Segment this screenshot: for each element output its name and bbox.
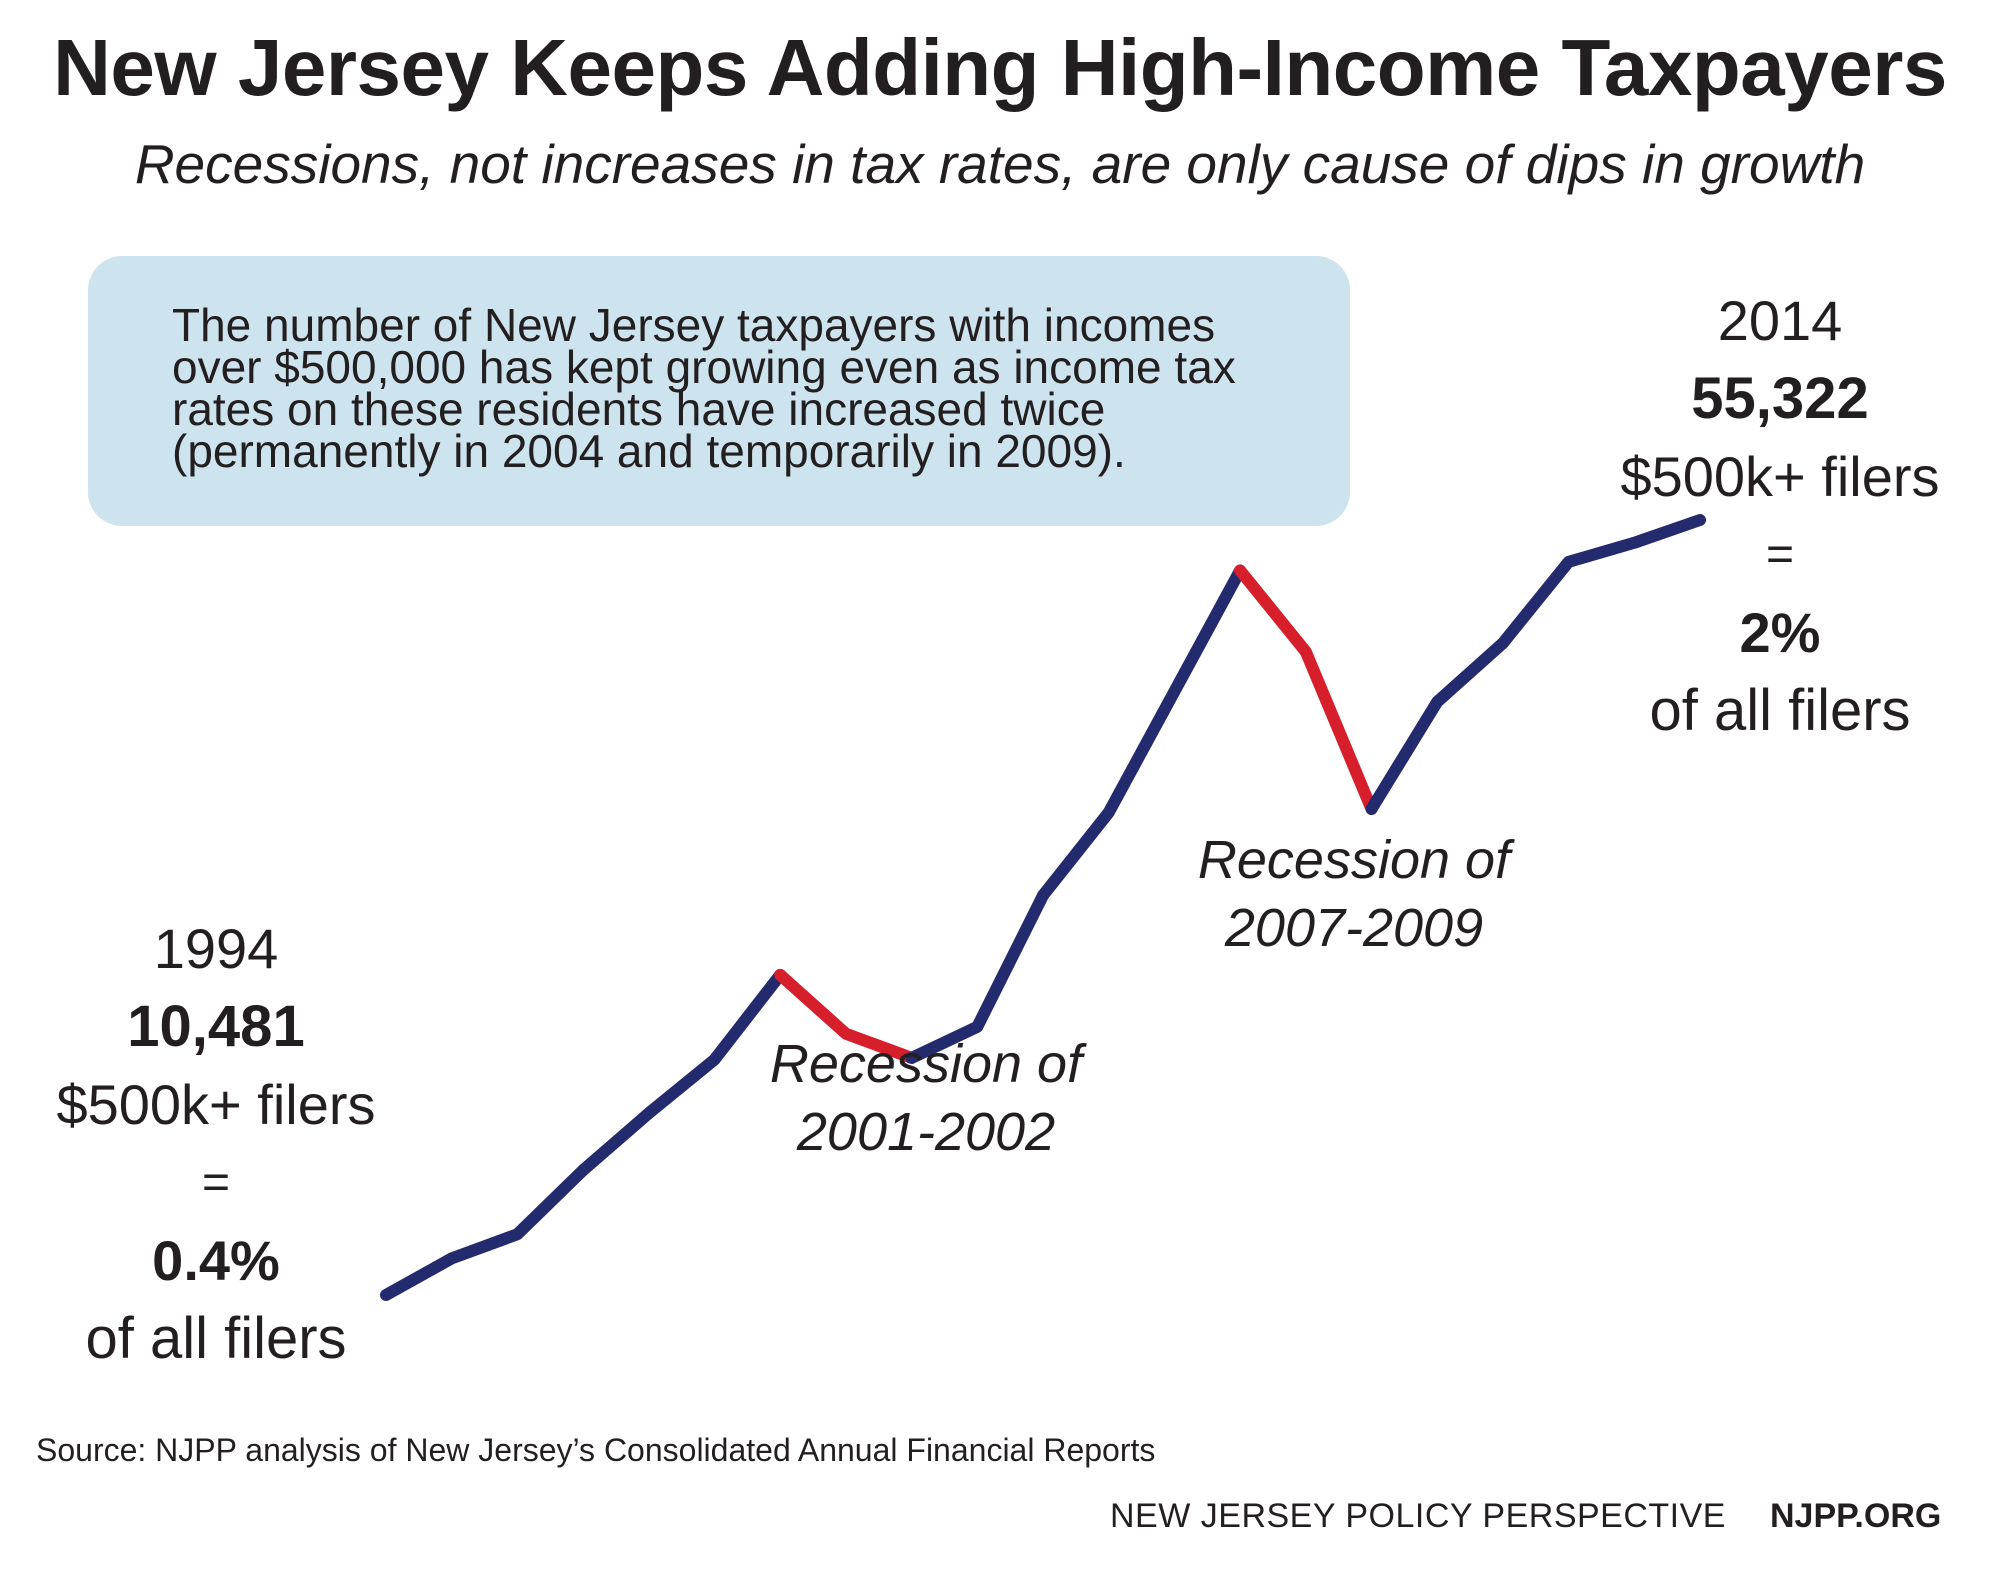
end-count: 55,322	[1691, 366, 1869, 431]
start-percent: 0.4%	[152, 1229, 280, 1292]
start-count: 10,481	[127, 994, 305, 1059]
growth-segment-2002-2007	[905, 564, 1247, 1064]
org-name: NEW JERSEY POLICY PERSPECTIVE	[1110, 1497, 1726, 1535]
end-label: $500k+ filers	[1620, 445, 1940, 508]
start-year: 1994	[153, 917, 279, 980]
recession-label-line1: Recession of	[1197, 830, 1511, 890]
start-of-all: of all filers	[85, 1306, 347, 1371]
callout-box: The number of New Jersey taxpayers with …	[88, 256, 1350, 526]
source-note: Source: NJPP analysis of New Jersey’s Co…	[36, 1432, 1156, 1468]
recession-label-2007: Recession of 2007-2009	[1124, 826, 1584, 962]
start-label: $500k+ filers	[56, 1073, 376, 1136]
start-equals: =	[201, 1156, 231, 1209]
recession-segment-2007-2009	[1234, 564, 1378, 815]
end-percent: 2%	[1739, 601, 1821, 664]
growth-segment-1994-2000	[380, 968, 787, 1301]
recession-label-line2: 2001-2002	[796, 1102, 1056, 1162]
end-of-all: of all filers	[1649, 678, 1911, 743]
end-annotation: 2014 55,322 $500k+ filers = 2% of all fi…	[1570, 282, 1990, 750]
chart-title: New Jersey Keeps Adding High-Income Taxp…	[53, 23, 1947, 112]
org-url: NJPP.ORG	[1770, 1497, 1942, 1535]
start-annotation: 1994 10,481 $500k+ filers = 0.4% of all …	[16, 910, 416, 1378]
growth-segment-2009-2014	[1365, 514, 1706, 815]
end-equals: =	[1765, 528, 1795, 581]
callout-text: The number of New Jersey taxpayers with …	[172, 299, 1236, 477]
chart-subtitle: Recessions, not increases in tax rates, …	[134, 133, 1866, 195]
recession-label-line1: Recession of	[769, 1034, 1083, 1094]
recession-label-2001: Recession of 2001-2002	[696, 1030, 1156, 1166]
recession-segment-2000-2002	[774, 968, 918, 1064]
end-year: 2014	[1717, 289, 1843, 352]
recession-label-line2: 2007-2009	[1224, 898, 1484, 958]
